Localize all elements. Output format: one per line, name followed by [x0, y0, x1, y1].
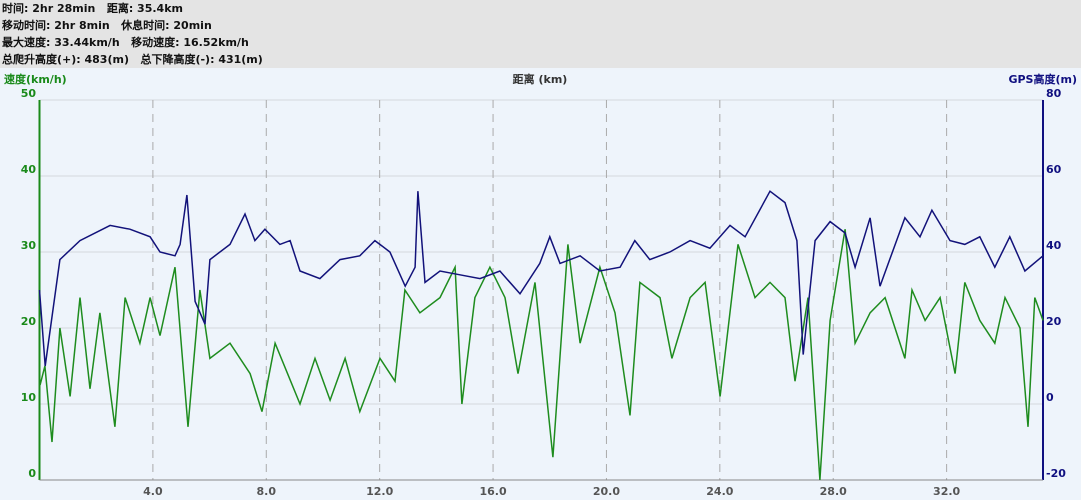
x-tick-label: 28.0	[820, 485, 847, 498]
y2-tick-label: 80	[1046, 87, 1062, 100]
x-tick-label: 12.0	[366, 485, 393, 498]
y-axis-label: 速度(km/h)	[4, 72, 67, 86]
summary-line: 时间: 2hr 28min 距离: 35.4km	[2, 2, 183, 15]
y2-tick-label: 0	[1046, 391, 1054, 404]
x-tick-label: 24.0	[706, 485, 733, 498]
x-tick-label: 20.0	[593, 485, 620, 498]
series-line	[38, 190, 1044, 367]
x-axis-label: 距离 (km)	[513, 72, 568, 86]
y-tick-label: 20	[21, 315, 37, 328]
y-tick-label: 30	[21, 239, 37, 252]
y-tick-label: 0	[28, 467, 36, 480]
x-tick-label: 8.0	[257, 485, 277, 498]
y-tick-label: 40	[21, 163, 37, 176]
chart: 速度(km/h) 距离 (km) GPS高度(m) 0 10 20 30 40 50 -20…	[0, 68, 1081, 500]
y-tick-label: 50	[21, 87, 37, 100]
x-tick-label: 32.0	[933, 485, 960, 498]
y2-tick-label: 20	[1046, 315, 1062, 328]
summary-panel: 时间: 2hr 28min 距离: 35.4km 移动时间: 2hr 8min …	[0, 0, 1081, 68]
y2-axis-label: GPS高度(m)	[1008, 72, 1077, 86]
x-tick-label: 4.0	[143, 485, 163, 498]
y2-tick-label: 40	[1046, 239, 1062, 252]
summary-line: 总爬升高度(+): 483(m) 总下降高度(-): 431(m)	[2, 53, 263, 66]
x-tick-label: 16.0	[479, 485, 506, 498]
summary-line: 移动时间: 2hr 8min 休息时间: 20min	[2, 19, 212, 32]
series-line	[39, 229, 1044, 481]
y2-tick-label: -20	[1046, 467, 1066, 480]
plot-background	[0, 68, 1081, 500]
y-tick-label: 10	[21, 391, 37, 404]
y2-tick-label: 60	[1046, 163, 1062, 176]
summary-line: 最大速度: 33.44km/h 移动速度: 16.52km/h	[2, 36, 249, 49]
